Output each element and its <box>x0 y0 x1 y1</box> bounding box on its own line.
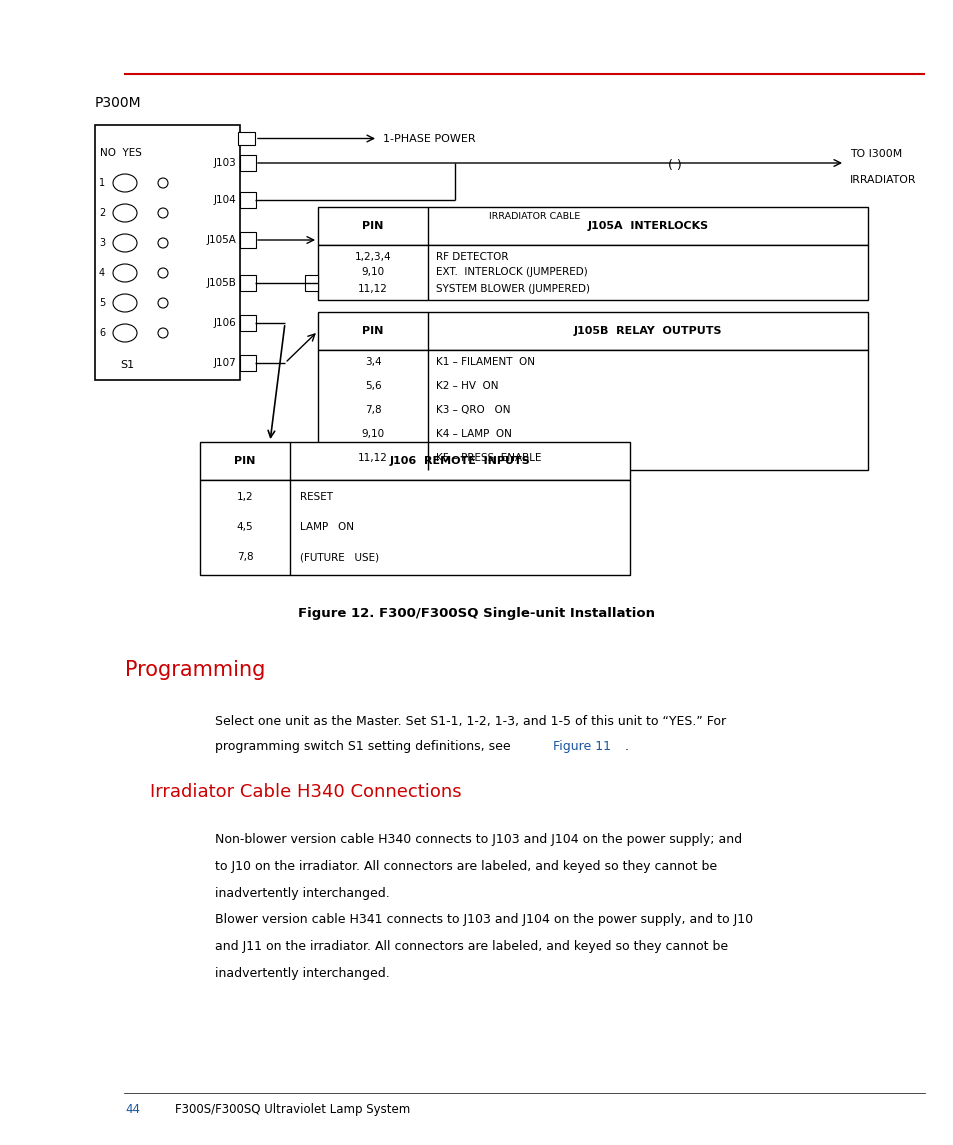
Text: (FUTURE   USE): (FUTURE USE) <box>299 552 378 562</box>
Bar <box>305 275 317 291</box>
Text: Programming: Programming <box>125 660 265 680</box>
Text: Irradiator Cable H340 Connections: Irradiator Cable H340 Connections <box>150 783 461 802</box>
Bar <box>240 275 255 291</box>
Text: TO I300M: TO I300M <box>849 149 902 159</box>
Text: to J10 on the irradiator. All connectors are labeled, and keyed so they cannot b: to J10 on the irradiator. All connectors… <box>214 860 717 872</box>
Bar <box>200 442 629 480</box>
Text: 7,8: 7,8 <box>364 405 381 414</box>
Text: 1,2,3,4: 1,2,3,4 <box>355 252 391 262</box>
Ellipse shape <box>112 204 137 222</box>
Text: K3 – QRO   ON: K3 – QRO ON <box>436 405 510 414</box>
Text: RESET: RESET <box>299 492 333 502</box>
Bar <box>240 315 255 331</box>
Text: 9,10: 9,10 <box>361 267 384 277</box>
Text: 9,10: 9,10 <box>361 429 384 439</box>
Text: K4 – LAMP  ON: K4 – LAMP ON <box>436 429 512 439</box>
Text: LAMP   ON: LAMP ON <box>299 522 354 532</box>
Bar <box>240 192 255 208</box>
Text: Figure 12. F300/F300SQ Single-unit Installation: Figure 12. F300/F300SQ Single-unit Insta… <box>298 607 655 619</box>
Text: 1: 1 <box>99 177 105 188</box>
Text: 7,8: 7,8 <box>236 552 253 562</box>
Bar <box>317 311 867 350</box>
Bar <box>317 350 867 469</box>
Ellipse shape <box>112 324 137 342</box>
Circle shape <box>158 238 168 248</box>
Bar <box>317 245 867 300</box>
Bar <box>240 355 255 371</box>
Text: inadvertently interchanged.: inadvertently interchanged. <box>214 968 390 980</box>
Ellipse shape <box>112 234 137 252</box>
Text: IRRADIATOR: IRRADIATOR <box>849 175 916 185</box>
Text: P300M: P300M <box>95 96 141 110</box>
Text: J106: J106 <box>213 318 235 327</box>
Text: RF DETECTOR: RF DETECTOR <box>436 252 508 262</box>
Text: 1,2: 1,2 <box>236 492 253 502</box>
Text: 5: 5 <box>99 298 105 308</box>
Ellipse shape <box>112 174 137 192</box>
Text: SYSTEM BLOWER (JUMPERED): SYSTEM BLOWER (JUMPERED) <box>436 284 589 294</box>
Bar <box>95 125 240 380</box>
Text: IRRADIATOR CABLE: IRRADIATOR CABLE <box>489 212 580 221</box>
Bar <box>200 480 629 575</box>
Text: Non-blower version cable H340 connects to J103 and J104 on the power supply; and: Non-blower version cable H340 connects t… <box>214 834 741 846</box>
Text: Select one unit as the Master. Set S1-1, 1-2, 1-3, and 1-5 of this unit to “YES.: Select one unit as the Master. Set S1-1,… <box>214 714 725 728</box>
Text: J105A  INTERLOCKS: J105A INTERLOCKS <box>587 221 708 231</box>
Text: K5 – PRESS  ENABLE: K5 – PRESS ENABLE <box>436 453 541 463</box>
Text: K2 – HV  ON: K2 – HV ON <box>436 381 498 390</box>
Text: J106  REMOTE  INPUTS: J106 REMOTE INPUTS <box>389 456 530 466</box>
Ellipse shape <box>112 264 137 282</box>
Text: PIN: PIN <box>362 221 383 231</box>
Text: 3,4: 3,4 <box>364 357 381 368</box>
Text: Blower version cable H341 connects to J103 and J104 on the power supply, and to : Blower version cable H341 connects to J1… <box>214 913 752 926</box>
Bar <box>240 232 255 248</box>
Text: 4: 4 <box>99 268 105 278</box>
Text: ( ): ( ) <box>667 158 681 172</box>
Text: S1: S1 <box>120 360 134 370</box>
Circle shape <box>158 208 168 218</box>
Text: 6: 6 <box>99 327 105 338</box>
Text: inadvertently interchanged.: inadvertently interchanged. <box>214 887 390 900</box>
Text: J107: J107 <box>213 358 235 368</box>
Text: J103: J103 <box>213 158 235 168</box>
Text: J105B  RELAY  OUTPUTS: J105B RELAY OUTPUTS <box>573 326 721 335</box>
Text: 3: 3 <box>99 238 105 248</box>
Text: 11,12: 11,12 <box>357 284 388 294</box>
Text: 11,12: 11,12 <box>357 453 388 463</box>
Text: PIN: PIN <box>234 456 255 466</box>
Bar <box>317 207 867 245</box>
Text: J105A: J105A <box>206 235 235 245</box>
Text: .: . <box>624 740 628 753</box>
Text: 4,5: 4,5 <box>236 522 253 532</box>
Text: J105B: J105B <box>206 278 235 289</box>
Text: and J11 on the irradiator. All connectors are labeled, and keyed so they cannot : and J11 on the irradiator. All connector… <box>214 940 727 953</box>
Text: J104: J104 <box>213 195 235 205</box>
Text: Figure 11: Figure 11 <box>553 740 610 753</box>
Circle shape <box>158 177 168 188</box>
Text: K1 – FILAMENT  ON: K1 – FILAMENT ON <box>436 357 535 368</box>
Circle shape <box>158 268 168 278</box>
Text: 1-PHASE POWER: 1-PHASE POWER <box>382 134 476 143</box>
Text: NO  YES: NO YES <box>100 148 142 158</box>
Text: 44: 44 <box>125 1103 140 1116</box>
Circle shape <box>158 327 168 338</box>
Text: 5,6: 5,6 <box>364 381 381 390</box>
Text: 2: 2 <box>99 208 105 218</box>
Ellipse shape <box>112 294 137 311</box>
Circle shape <box>158 298 168 308</box>
Bar <box>237 132 254 145</box>
Text: programming switch S1 setting definitions, see: programming switch S1 setting definition… <box>214 740 514 753</box>
Bar <box>240 155 255 171</box>
Text: EXT.  INTERLOCK (JUMPERED): EXT. INTERLOCK (JUMPERED) <box>436 267 587 277</box>
Text: PIN: PIN <box>362 326 383 335</box>
Text: F300S/F300SQ Ultraviolet Lamp System: F300S/F300SQ Ultraviolet Lamp System <box>174 1103 410 1116</box>
